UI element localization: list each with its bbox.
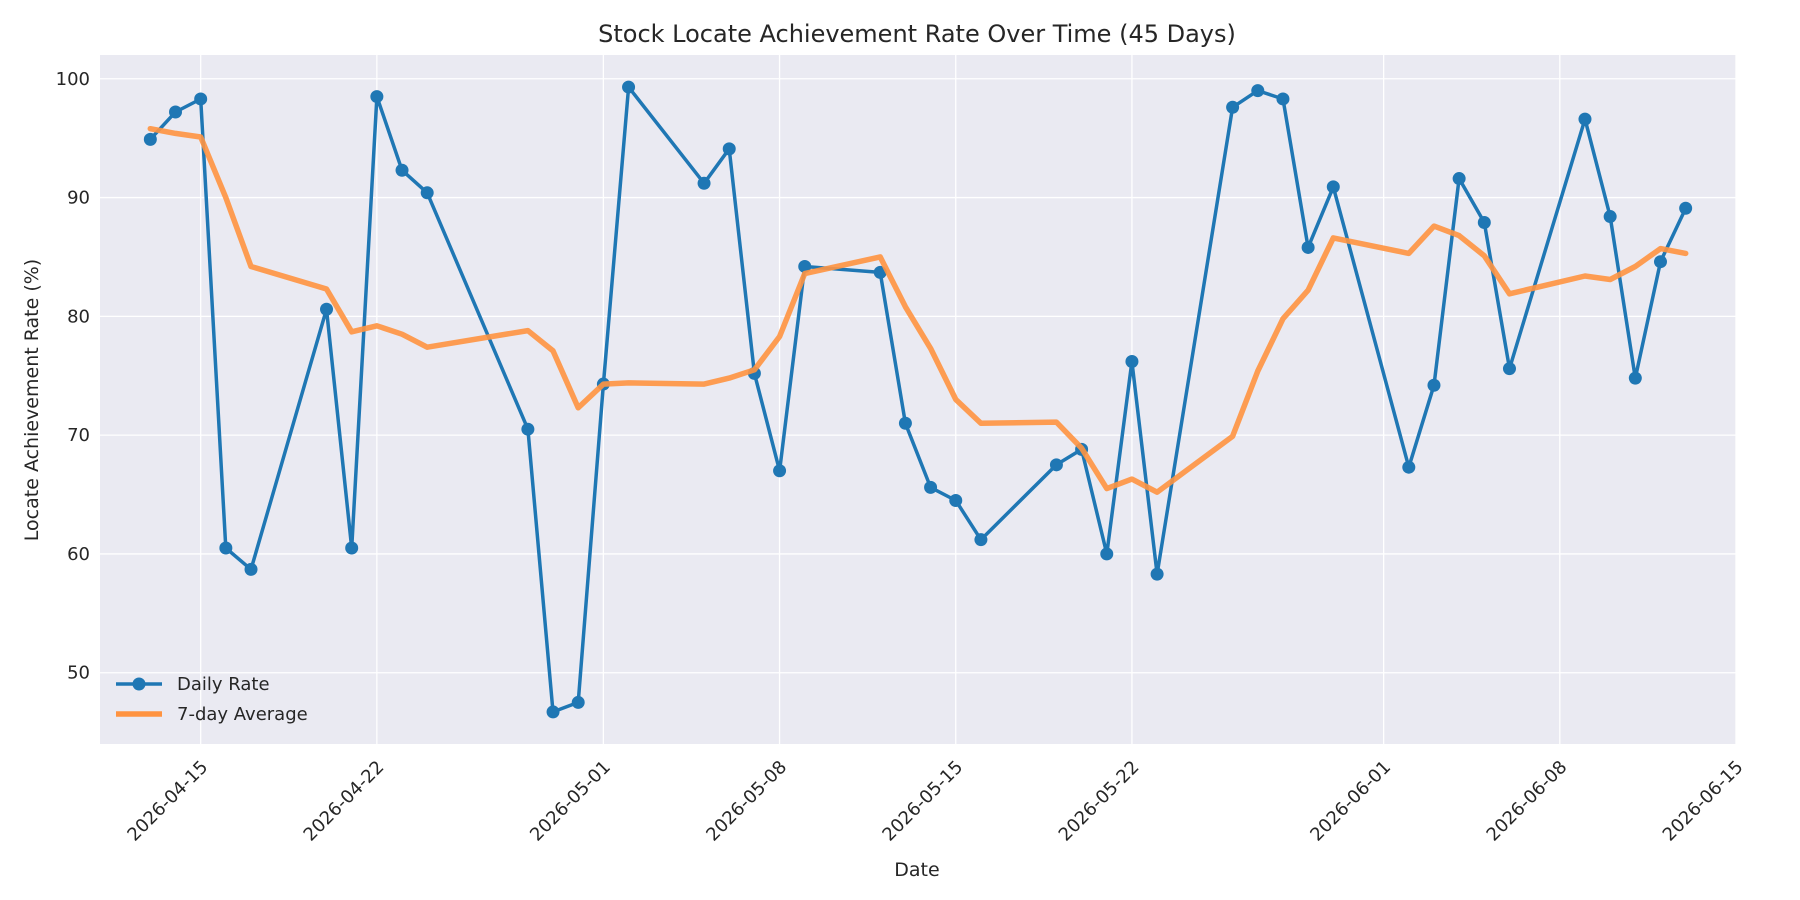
data-point (773, 464, 787, 478)
legend-label: Daily Rate (177, 674, 270, 695)
y-tick-label: 80 (67, 306, 90, 327)
data-point (898, 416, 912, 430)
data-point (1125, 354, 1139, 368)
data-point (395, 163, 409, 177)
series-7-day-average (147, 125, 1689, 495)
data-point (1452, 172, 1466, 186)
data-point (798, 259, 812, 273)
series-line (147, 125, 1689, 495)
y-tick-label: 100 (56, 69, 90, 90)
data-point (924, 480, 938, 494)
series-daily-rate (143, 80, 1693, 719)
data-point (974, 533, 988, 547)
data-point (697, 176, 711, 190)
data-point (1150, 567, 1164, 581)
y-axis-label: Locate Achievement Rate (%) (21, 259, 43, 541)
y-axis-ticks: 50 60 70 80 90 100 (56, 69, 90, 684)
data-point (143, 132, 157, 146)
chart-title: Stock Locate Achievement Rate Over Time … (598, 20, 1236, 48)
data-point (1326, 180, 1340, 194)
data-point (420, 186, 434, 200)
data-point (1226, 100, 1240, 114)
legend-item: 7-day Average (116, 704, 308, 725)
data-point (370, 90, 384, 104)
data-point (1301, 240, 1315, 254)
series-layer (143, 80, 1693, 719)
y-tick-label: 50 (67, 663, 90, 684)
data-point (1427, 378, 1441, 392)
data-point (1679, 201, 1693, 215)
y-tick-label: 90 (67, 188, 90, 209)
data-point (521, 422, 535, 436)
data-point (1502, 362, 1516, 376)
data-point (244, 562, 258, 576)
data-point (722, 142, 736, 156)
data-point (622, 80, 636, 94)
data-point (1276, 92, 1290, 106)
plot-area (100, 55, 1736, 744)
data-point (194, 92, 208, 106)
data-point (1402, 460, 1416, 474)
data-point (1653, 255, 1667, 269)
data-point (320, 302, 334, 316)
data-point (1477, 215, 1491, 229)
data-point (1049, 458, 1063, 472)
data-point (1628, 371, 1642, 385)
y-tick-label: 60 (67, 544, 90, 565)
legend-marker (132, 677, 146, 691)
data-point (571, 695, 585, 709)
data-point (169, 105, 183, 119)
data-point (345, 541, 359, 555)
data-point (1100, 547, 1114, 561)
data-point (1251, 84, 1265, 98)
legend: Daily Rate 7-day Average (116, 674, 308, 725)
legend-item: Daily Rate (116, 674, 270, 695)
x-axis-label: Date (894, 859, 939, 881)
data-point (219, 541, 233, 555)
data-point (546, 705, 560, 719)
data-point (1603, 210, 1617, 224)
data-point (1578, 112, 1592, 126)
data-point (949, 493, 963, 507)
legend-label: 7-day Average (177, 704, 308, 725)
y-tick-label: 70 (67, 425, 90, 446)
